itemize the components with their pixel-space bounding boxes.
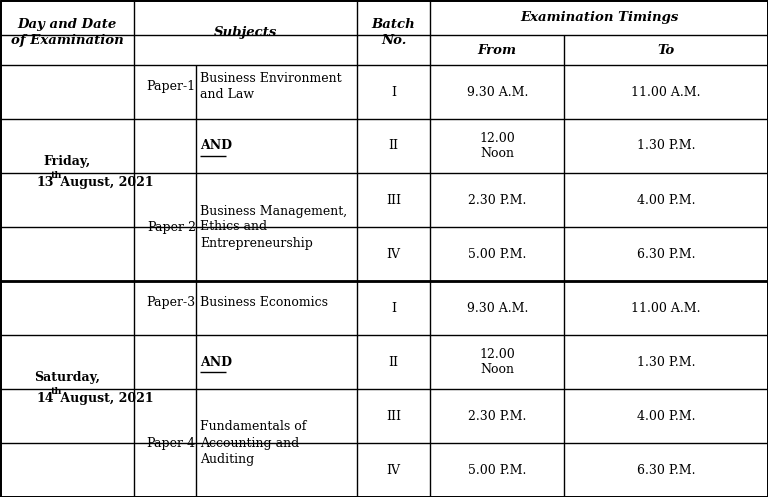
Text: IV: IV [386,248,401,260]
Text: 12.00
Noon: 12.00 Noon [479,348,515,376]
Text: I: I [391,302,396,315]
Text: I: I [391,85,396,98]
Text: 1.30 P.M.: 1.30 P.M. [637,355,696,368]
Text: Paper-4: Paper-4 [147,436,196,449]
Text: 1.30 P.M.: 1.30 P.M. [637,140,696,153]
Text: AND: AND [200,355,233,368]
Text: 12.00
Noon: 12.00 Noon [479,132,515,160]
Text: III: III [386,410,401,422]
Text: 4.00 P.M.: 4.00 P.M. [637,193,696,206]
Text: 2.30 P.M.: 2.30 P.M. [468,193,527,206]
Text: Day and Date
of Examination: Day and Date of Examination [11,18,124,47]
Text: Examination Timings: Examination Timings [520,11,678,24]
Text: Paper-2: Paper-2 [147,221,196,234]
Text: Subjects: Subjects [214,26,277,39]
Text: 9.30 A.M.: 9.30 A.M. [467,85,528,98]
Text: Fundamentals of
Accounting and
Auditing: Fundamentals of Accounting and Auditing [200,420,307,466]
Text: Batch
No.: Batch No. [372,18,415,47]
Text: Business Environment
and Law: Business Environment and Law [200,72,342,101]
Text: 2.30 P.M.: 2.30 P.M. [468,410,527,422]
Text: th: th [50,387,61,396]
Text: 11.00 A.M.: 11.00 A.M. [631,302,701,315]
Text: Business Management,
Ethics and
Entrepreneurship: Business Management, Ethics and Entrepre… [200,204,348,249]
Text: IV: IV [386,464,401,477]
Text: Business Economics: Business Economics [200,296,329,309]
Text: Friday,: Friday, [44,155,91,167]
Text: 6.30 P.M.: 6.30 P.M. [637,464,696,477]
Text: AND: AND [200,140,233,153]
Text: II: II [389,355,399,368]
Text: II: II [389,140,399,153]
Text: 5.00 P.M.: 5.00 P.M. [468,248,527,260]
Text: Paper-3: Paper-3 [147,296,196,309]
Text: August, 2021: August, 2021 [56,176,154,189]
Text: August, 2021: August, 2021 [56,392,154,405]
Text: Saturday,: Saturday, [35,371,100,384]
Text: 4.00 P.M.: 4.00 P.M. [637,410,696,422]
Text: th: th [50,171,61,180]
Text: III: III [386,193,401,206]
Text: 14: 14 [36,392,54,405]
Text: 13: 13 [36,176,54,189]
Text: 11.00 A.M.: 11.00 A.M. [631,85,701,98]
Text: To: To [657,44,675,57]
Text: 6.30 P.M.: 6.30 P.M. [637,248,696,260]
Text: From: From [478,44,517,57]
Text: 5.00 P.M.: 5.00 P.M. [468,464,527,477]
Text: Paper-1: Paper-1 [147,80,196,93]
Text: 9.30 A.M.: 9.30 A.M. [467,302,528,315]
